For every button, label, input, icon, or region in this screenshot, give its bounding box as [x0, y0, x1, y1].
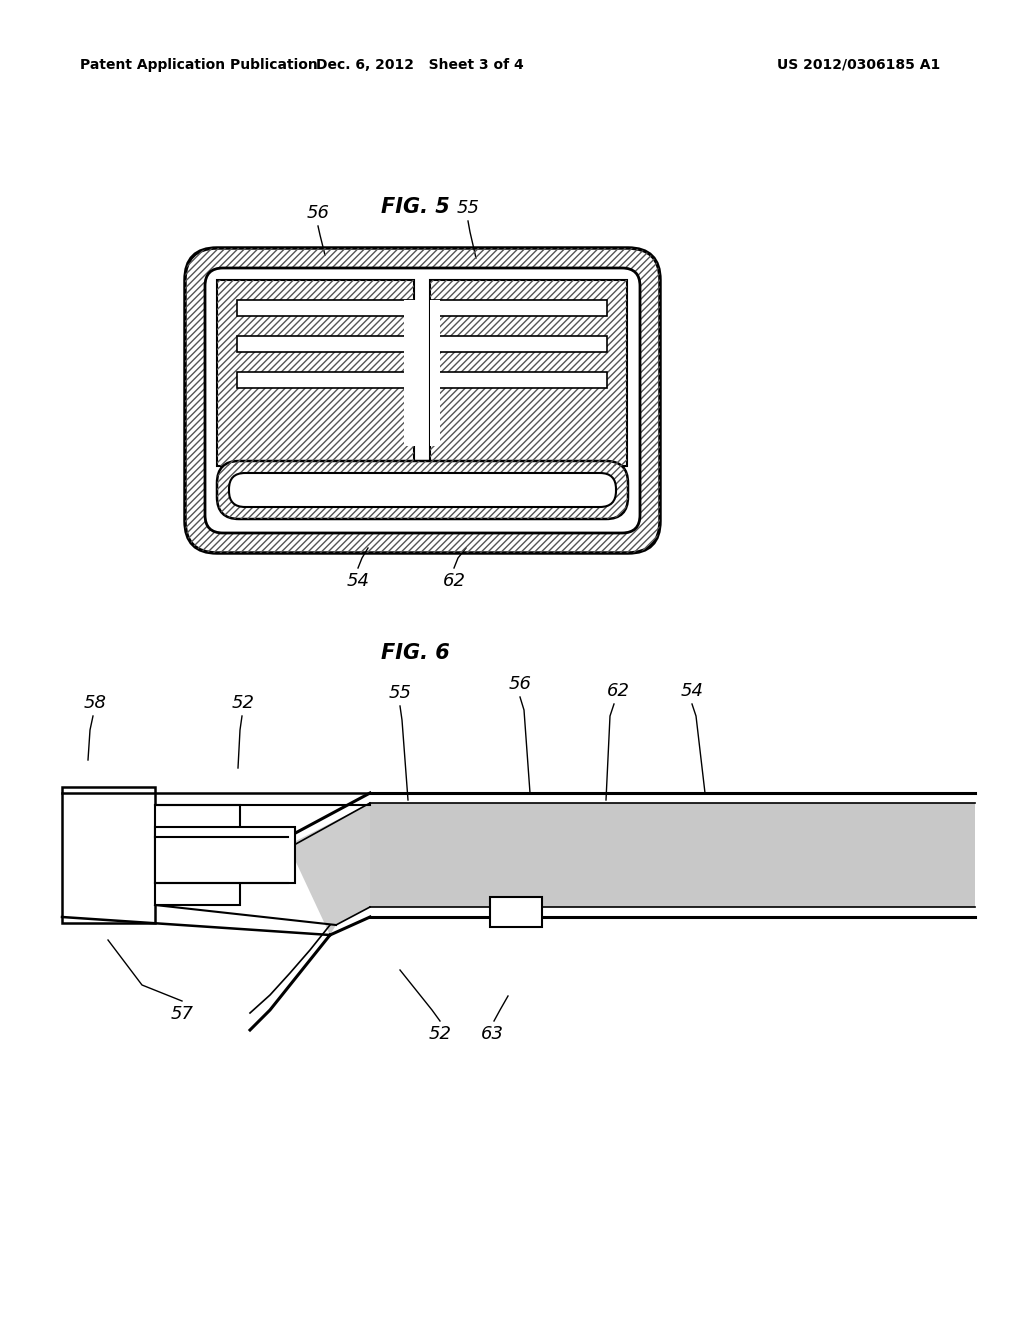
Text: Patent Application Publication: Patent Application Publication: [80, 58, 317, 73]
Text: 62: 62: [606, 682, 630, 700]
Bar: [217, 280, 414, 466]
Bar: [430, 300, 440, 446]
Bar: [155, 828, 295, 883]
FancyBboxPatch shape: [185, 248, 660, 553]
Text: 54: 54: [681, 682, 703, 700]
Text: 58: 58: [84, 694, 106, 711]
Text: 62: 62: [442, 572, 466, 590]
Text: 52: 52: [428, 1026, 452, 1043]
Text: 63: 63: [480, 1026, 504, 1043]
Bar: [430, 300, 607, 315]
Text: US 2012/0306185 A1: US 2012/0306185 A1: [777, 58, 940, 73]
Text: FIG. 5: FIG. 5: [381, 197, 450, 216]
Bar: [62, 787, 155, 923]
Bar: [430, 280, 627, 466]
Text: 52: 52: [231, 694, 255, 711]
Text: 55: 55: [457, 199, 479, 216]
FancyBboxPatch shape: [205, 268, 640, 533]
Bar: [217, 280, 414, 466]
Bar: [490, 898, 542, 927]
FancyBboxPatch shape: [229, 473, 616, 507]
Bar: [237, 337, 414, 352]
Text: 54: 54: [346, 572, 370, 590]
Text: 57: 57: [171, 1005, 194, 1023]
Text: 56: 56: [306, 205, 330, 222]
Bar: [430, 280, 627, 466]
Bar: [430, 372, 607, 388]
Text: 56: 56: [509, 675, 531, 693]
Bar: [430, 337, 607, 352]
Text: 55: 55: [388, 684, 412, 702]
FancyBboxPatch shape: [217, 461, 628, 519]
Text: FIG. 6: FIG. 6: [381, 643, 450, 663]
Polygon shape: [288, 803, 975, 935]
Bar: [404, 300, 416, 446]
Bar: [237, 300, 414, 315]
Bar: [155, 805, 240, 906]
Text: Dec. 6, 2012   Sheet 3 of 4: Dec. 6, 2012 Sheet 3 of 4: [316, 58, 524, 73]
Bar: [237, 372, 414, 388]
Bar: [370, 803, 975, 907]
